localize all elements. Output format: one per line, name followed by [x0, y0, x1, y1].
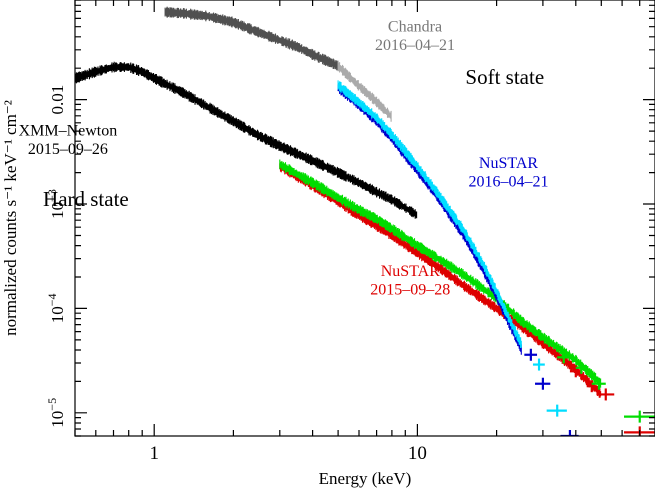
- series-chandra-dark: [164, 6, 338, 71]
- y-tick-label: 10−5: [45, 398, 67, 428]
- binned-point: [575, 361, 587, 374]
- y-axis-label: normalized counts s⁻¹ keV⁻¹ cm⁻²: [1, 100, 20, 336]
- axis-ticks: [74, 0, 655, 437]
- binned-point: [535, 377, 551, 390]
- annotation-nustar-hard: NuSTAR 2015–09–28: [370, 263, 450, 298]
- series-chandra-light: [337, 60, 392, 122]
- binned-point: [532, 358, 545, 371]
- x-tick-label: 1: [149, 443, 159, 464]
- binned-point: [560, 430, 579, 436]
- binned-point: [591, 377, 606, 390]
- plot-frame: [74, 0, 655, 437]
- annotation-xmm: XMM–Newton 2015–09–26: [19, 123, 118, 158]
- binned-point: [546, 404, 567, 417]
- series-nustar-soft-cyan: [337, 80, 522, 349]
- x-tick-label: 10: [408, 443, 427, 464]
- series-layer: [75, 6, 602, 398]
- x-axis-label: Energy (keV): [319, 469, 412, 488]
- y-tick-label: 0.01: [48, 85, 67, 115]
- series-nustar-hard-green: [279, 159, 602, 388]
- series-xmm: [75, 61, 418, 219]
- binned-point: [624, 410, 655, 423]
- annotation-hard: Hard state: [43, 187, 129, 211]
- tick-marks: [74, 0, 655, 437]
- binned-point: [524, 348, 538, 361]
- tick-labels: 1 10 10−5 10−4 10−3 0.01: [45, 85, 427, 464]
- binned-points-layer: [524, 348, 655, 436]
- binned-point: [586, 380, 597, 393]
- y-tick-label: 10−3: [45, 189, 67, 219]
- binned-point: [596, 388, 615, 401]
- annotations: Chandra 2016–04–21 Soft state XMM–Newton 201…: [19, 19, 549, 299]
- annotation-soft: Soft state: [465, 65, 544, 89]
- y-tick-label: 10−4: [45, 294, 67, 324]
- annotation-nustar-soft: NuSTAR 2016–04–21: [469, 155, 549, 190]
- binned-point: [557, 351, 570, 364]
- annotation-chandra: Chandra 2016–04–21: [375, 19, 455, 54]
